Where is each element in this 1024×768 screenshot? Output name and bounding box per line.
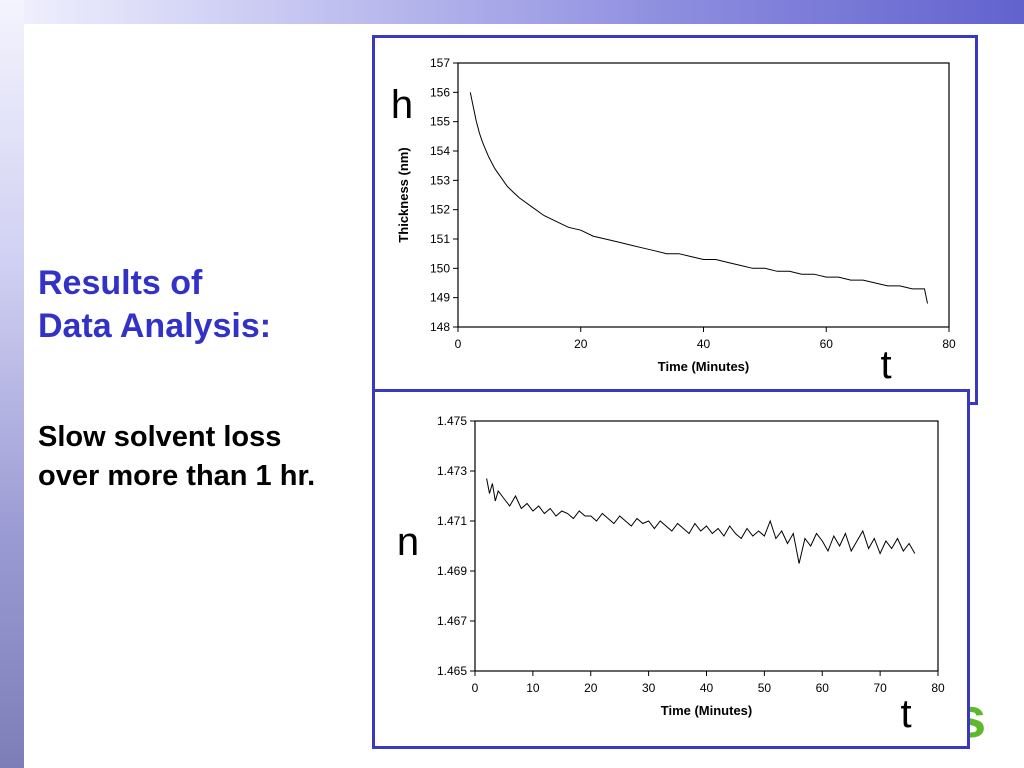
t-symbol-label: t — [900, 692, 911, 736]
x-tick-label: 0 — [455, 337, 462, 351]
plot-area — [457, 62, 950, 328]
x-tick-label: 30 — [642, 681, 656, 695]
t-symbol-label: t — [880, 343, 891, 387]
y-tick-label: 150 — [430, 261, 450, 275]
x-tick-label: 80 — [931, 681, 945, 695]
x-tick-label: 60 — [820, 337, 834, 351]
y-tick-label: 1.473 — [437, 464, 467, 478]
thickness-chart-frame: 148 149 150 151 152 153 154 155 156 157 0 20 40 60 80 T… — [372, 35, 978, 405]
x-tick-label: 80 — [942, 337, 956, 351]
x-axis-title: Time (Minutes) — [658, 359, 750, 374]
x-tick-label: 0 — [472, 681, 479, 695]
y-tick-label: 155 — [430, 115, 450, 129]
y-tick-label: 149 — [430, 291, 450, 305]
y-tick-label: 1.465 — [437, 664, 467, 678]
y-tick-label: 156 — [430, 85, 450, 99]
y-tick-label: 153 — [430, 173, 450, 187]
y-symbol-label: n — [397, 520, 419, 564]
x-tick-label: 20 — [574, 337, 588, 351]
x-tick-label: 50 — [758, 681, 772, 695]
thickness-chart: 148 149 150 151 152 153 154 155 156 157 0 20 40 60 80 T… — [391, 56, 956, 387]
x-tick-label: 60 — [816, 681, 830, 695]
series-line — [486, 478, 916, 564]
top-gradient-band — [0, 0, 1024, 24]
y-tick-label: 148 — [430, 320, 450, 334]
x-tick-label: 20 — [584, 681, 598, 695]
y-axis-title: Thickness (nm) — [396, 147, 411, 242]
y-tick-label: 1.467 — [437, 614, 467, 628]
y-symbol-label: h — [391, 83, 413, 127]
slide-body-text: Slow solvent loss over more than 1 hr. — [38, 421, 316, 492]
y-tick-label: 1.471 — [437, 514, 467, 528]
x-tick-label: 40 — [700, 681, 714, 695]
refractive-index-chart-frame: 1.465 1.467 1.469 1.471 1.473 1.475 0 10 20 30 40 5… — [372, 389, 970, 749]
y-tick-label: 1.475 — [437, 414, 467, 428]
y-tick-label: 151 — [430, 232, 450, 246]
y-tick-label: 154 — [430, 144, 450, 158]
plot-area — [474, 420, 939, 672]
slide-title: Results of Data Analysis: — [38, 264, 272, 345]
left-gradient-band — [0, 0, 24, 768]
y-tick-label: 157 — [430, 56, 450, 70]
x-axis-title: Time (Minutes) — [661, 703, 753, 718]
y-tick-label: 1.469 — [437, 564, 467, 578]
x-tick-label: 10 — [526, 681, 540, 695]
x-tick-label: 70 — [873, 681, 887, 695]
series-line — [469, 92, 928, 304]
refractive-index-chart: 1.465 1.467 1.469 1.471 1.473 1.475 0 10 20 30 40 5… — [397, 414, 945, 736]
y-tick-label: 152 — [430, 203, 450, 217]
x-tick-label: 40 — [697, 337, 711, 351]
